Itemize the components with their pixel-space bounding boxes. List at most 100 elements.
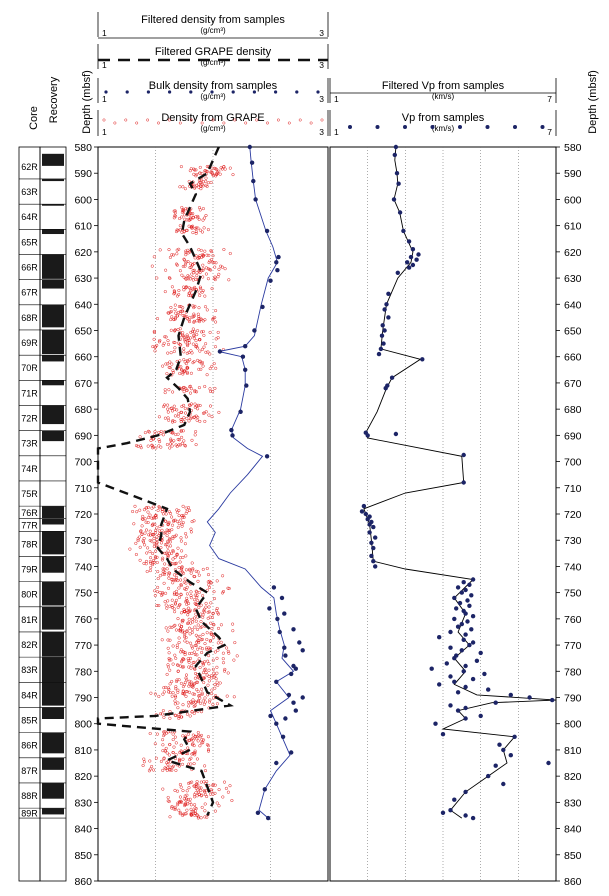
grape-density-point bbox=[143, 517, 147, 521]
grape-density-point bbox=[143, 431, 147, 435]
grape-density-point bbox=[186, 359, 190, 363]
grape-density-point bbox=[202, 789, 206, 793]
grape-density-point bbox=[167, 388, 171, 392]
grape-density-point bbox=[187, 660, 191, 664]
grape-density-point bbox=[202, 702, 206, 706]
grape-density-point bbox=[166, 539, 170, 543]
grape-density-point bbox=[207, 700, 211, 704]
grape-density-point bbox=[212, 671, 216, 675]
grape-density-point bbox=[205, 743, 209, 747]
grape-density-point bbox=[199, 317, 203, 321]
grape-density-point bbox=[190, 737, 194, 741]
grape-density-point bbox=[187, 218, 191, 222]
grape-density-point bbox=[201, 207, 205, 211]
grape-density-point bbox=[158, 590, 162, 594]
vp-point bbox=[392, 152, 397, 158]
grape-density-point bbox=[158, 338, 162, 343]
core-label: 83R bbox=[21, 665, 38, 675]
legend-open-circle bbox=[167, 118, 171, 122]
grape-density-point bbox=[227, 586, 231, 591]
vp-point bbox=[455, 585, 461, 590]
grape-density-point bbox=[167, 799, 171, 804]
grape-density-point bbox=[189, 594, 193, 598]
grape-density-point bbox=[184, 207, 188, 211]
grape-density-point bbox=[148, 569, 152, 573]
bulk-density-point bbox=[247, 144, 252, 150]
grape-density-point bbox=[180, 549, 184, 553]
legend-dot bbox=[125, 90, 129, 94]
grape-density-point bbox=[175, 645, 179, 650]
grape-density-point bbox=[188, 169, 192, 173]
depth-tick-label-left: 650 bbox=[74, 326, 92, 338]
grape-density-point bbox=[146, 505, 150, 509]
grape-density-point bbox=[165, 534, 169, 538]
legend-scale-max: 7 bbox=[547, 94, 552, 104]
grape-density-point bbox=[213, 650, 217, 654]
recovery-block bbox=[42, 518, 64, 525]
grape-density-point bbox=[184, 554, 188, 558]
grape-density-point bbox=[160, 558, 164, 562]
grape-density-point bbox=[177, 640, 181, 645]
legend-title: Filtered density from samples bbox=[141, 14, 285, 26]
grape-density-point bbox=[154, 756, 158, 760]
grape-density-point bbox=[208, 367, 212, 371]
grape-density-point bbox=[190, 630, 194, 635]
grape-density-point bbox=[186, 621, 190, 626]
grape-density-point bbox=[164, 362, 168, 366]
vp-point bbox=[452, 797, 457, 802]
grape-density-point bbox=[171, 738, 175, 742]
grape-density-point bbox=[197, 306, 201, 310]
grape-density-point bbox=[183, 680, 187, 685]
grape-density-point bbox=[196, 358, 200, 362]
grape-density-point bbox=[168, 255, 172, 259]
grape-density-point bbox=[201, 699, 205, 703]
grape-density-point bbox=[181, 309, 185, 313]
grape-density-point bbox=[162, 405, 166, 409]
vp-point bbox=[414, 257, 419, 262]
grape-density-point bbox=[139, 444, 143, 448]
grape-density-point bbox=[196, 257, 200, 261]
grape-density-point bbox=[211, 173, 215, 177]
grape-density-point bbox=[212, 597, 217, 601]
grape-density-point bbox=[221, 574, 225, 578]
grape-density-point bbox=[186, 657, 190, 661]
grape-density-point bbox=[186, 613, 190, 617]
vp-point bbox=[394, 171, 400, 176]
grape-density-point bbox=[203, 305, 208, 309]
grape-density-point bbox=[184, 801, 188, 805]
grape-density-point bbox=[189, 680, 193, 684]
grape-density-point bbox=[132, 522, 136, 526]
grape-density-point bbox=[187, 617, 191, 621]
grape-density-point bbox=[184, 251, 188, 255]
grape-density-point bbox=[150, 764, 154, 769]
grape-density-point bbox=[184, 690, 188, 694]
recovery-block bbox=[42, 178, 64, 182]
core-label: 88R bbox=[21, 791, 38, 801]
bulk-density-point bbox=[260, 304, 265, 310]
grape-density-point bbox=[202, 226, 206, 230]
grape-density-point bbox=[177, 586, 181, 590]
depth-tick-label-left: 780 bbox=[74, 666, 92, 678]
vp-point bbox=[405, 260, 410, 265]
grape-density-point bbox=[178, 812, 182, 816]
grape-density-point bbox=[170, 577, 174, 581]
grape-density-point bbox=[167, 248, 171, 252]
grape-density-point bbox=[166, 529, 170, 533]
grape-density-point bbox=[194, 602, 198, 607]
grape-density-point bbox=[168, 442, 173, 446]
grape-density-point bbox=[168, 815, 172, 819]
core-label: 85R bbox=[21, 716, 38, 726]
grape-density-point bbox=[195, 813, 199, 817]
grape-density-point bbox=[217, 788, 221, 792]
grape-density-point bbox=[144, 520, 148, 524]
grape-density-point bbox=[219, 264, 223, 268]
legend-dot bbox=[104, 90, 108, 94]
grape-density-point bbox=[164, 335, 168, 339]
legend-dot bbox=[168, 90, 172, 94]
grape-density-point bbox=[196, 635, 200, 639]
grape-density-point bbox=[199, 180, 203, 184]
grape-density-point bbox=[198, 403, 202, 408]
grape-density-point bbox=[197, 640, 201, 645]
grape-density-point bbox=[170, 528, 174, 532]
grape-density-point bbox=[178, 795, 182, 799]
